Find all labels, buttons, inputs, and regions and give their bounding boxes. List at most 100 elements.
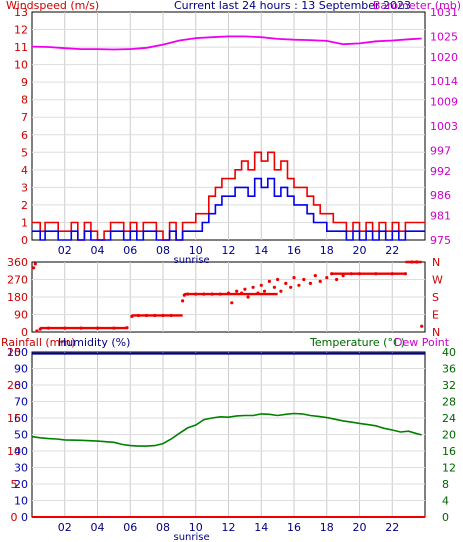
temperature-y-tick-label: 40 <box>442 346 456 359</box>
x-tick-label: 16 <box>287 244 301 257</box>
x-tick-label: 02 <box>58 244 72 257</box>
humidity-y-tick-label: 100 <box>7 346 28 359</box>
wind-gust-line <box>32 151 425 241</box>
direction-y-tick-label: 270 <box>7 274 28 287</box>
x-tick-label: 02 <box>58 521 72 534</box>
wind-direction-point <box>230 301 234 305</box>
wind-y-tick-label: 5 <box>21 146 28 159</box>
dewpoint-axis-title: Dew Point <box>394 336 450 349</box>
sunrise-label: sunrise <box>173 255 209 266</box>
humidity-y-tick-label: 80 <box>14 379 28 392</box>
x-tick-label: 18 <box>320 244 334 257</box>
wind-direction-point <box>35 329 39 333</box>
wind-y-tick-label: 0 <box>21 234 28 247</box>
wind-y-tick-label: 10 <box>14 59 28 72</box>
barometer-y-tick-label: 981 <box>430 210 451 223</box>
wind-y-tick-label: 13 <box>14 6 28 19</box>
barometer-line <box>31 35 422 51</box>
temperature-y-tick-label: 12 <box>442 462 456 475</box>
temperature-y-tick-label: 20 <box>442 429 456 442</box>
x-tick-label: 10 <box>189 521 203 534</box>
direction-y-tick-label: 90 <box>14 309 28 322</box>
barometer-y-tick-label: 1014 <box>430 75 458 88</box>
barometer-y-tick-label: 1009 <box>430 96 458 109</box>
wind-direction-point <box>235 289 239 293</box>
humidity-y-tick-label: 30 <box>14 462 28 475</box>
x-tick-label: 12 <box>222 244 236 257</box>
x-tick-label: 10 <box>189 244 203 257</box>
barometer-y-tick-label: 1025 <box>430 30 458 43</box>
temperature-y-tick-label: 4 <box>442 495 449 508</box>
compass-tick-label: W <box>432 274 443 287</box>
x-tick-label: 08 <box>156 521 170 534</box>
compass-tick-label: S <box>432 291 439 304</box>
rainfall-y-tick-label: 0 <box>11 511 18 524</box>
wind-y-tick-label: 7 <box>21 111 28 124</box>
wind-y-tick-label: 9 <box>21 76 28 89</box>
rainfall-y-tick-label: 5 <box>11 478 18 491</box>
barometer-y-tick-label: 992 <box>430 165 451 178</box>
barometer-y-tick-label: 1003 <box>430 120 458 133</box>
wind-direction-point <box>284 281 288 285</box>
chart-period-title: Current last 24 hours : 13 September 202… <box>174 0 411 12</box>
temperature-y-tick-label: 16 <box>442 445 456 458</box>
wind-direction-point <box>297 283 301 287</box>
barometer-axis-title: Barometer (mb) <box>373 0 461 12</box>
wind-direction-point <box>33 262 37 266</box>
wind-direction-point <box>279 289 283 293</box>
x-tick-label: 06 <box>123 244 137 257</box>
temperature-axis-title: Temperature (°C) <box>309 336 405 349</box>
x-tick-label: 08 <box>156 244 170 257</box>
wind-direction-point <box>243 287 247 291</box>
wind-direction-point <box>318 279 322 283</box>
wind-direction-point <box>289 285 293 289</box>
temperature-y-tick-label: 32 <box>442 379 456 392</box>
wind-direction-point <box>302 277 306 282</box>
wind-direction-point <box>325 276 329 280</box>
windspeed-axis-title: Windspeed (m/s) <box>6 0 99 12</box>
wind-direction-point <box>272 285 276 289</box>
humidity-y-tick-label: 20 <box>14 478 28 491</box>
wind-y-tick-label: 2 <box>21 199 28 212</box>
temperature-line <box>31 412 422 447</box>
temperature-y-tick-label: 28 <box>442 396 456 409</box>
x-tick-label: 22 <box>385 521 399 534</box>
compass-tick-label: E <box>432 309 439 322</box>
wind-direction-point <box>262 289 267 293</box>
rainfall-y-tick-label: 10 <box>7 445 21 458</box>
x-tick-label: 16 <box>287 521 301 534</box>
rainfall-axis-title: Rainfall (mm) <box>1 336 75 349</box>
humidity-y-tick-label: 70 <box>14 396 28 409</box>
wind-direction-point <box>31 266 36 270</box>
rainfall-y-tick-label: 15 <box>7 412 21 425</box>
rainfall-y-tick-label: 20 <box>7 379 21 392</box>
humidity-y-tick-label: 90 <box>14 363 28 376</box>
sunrise-label: sunrise <box>173 532 209 542</box>
wind-direction-point <box>308 281 312 285</box>
temperature-y-tick-label: 0 <box>442 511 449 524</box>
wind-y-tick-label: 3 <box>21 181 28 194</box>
compass-tick-label: N <box>432 256 440 269</box>
direction-y-tick-label: 360 <box>7 256 28 269</box>
x-tick-label: 14 <box>254 521 268 534</box>
compass-tick-label: N <box>432 326 440 339</box>
x-tick-label: 04 <box>91 244 105 257</box>
wind-direction-point <box>246 295 250 299</box>
wind-direction-point <box>181 299 185 303</box>
humidity-y-tick-label: 60 <box>14 412 28 425</box>
wind-y-tick-label: 12 <box>14 24 28 37</box>
wind-direction-point <box>267 279 271 283</box>
x-tick-label: 20 <box>353 521 367 534</box>
wind-y-tick-label: 8 <box>21 94 28 107</box>
wind-direction-point <box>259 283 263 287</box>
humidity-axis-title: Humidity (%) <box>58 336 130 349</box>
temperature-y-tick-label: 8 <box>442 478 449 491</box>
series-layer <box>31 35 425 518</box>
x-tick-label: 14 <box>254 244 268 257</box>
x-tick-label: 18 <box>320 521 334 534</box>
wind-direction-point <box>335 277 339 282</box>
x-tick-label: 04 <box>91 521 105 534</box>
temperature-y-tick-label: 36 <box>442 363 456 376</box>
